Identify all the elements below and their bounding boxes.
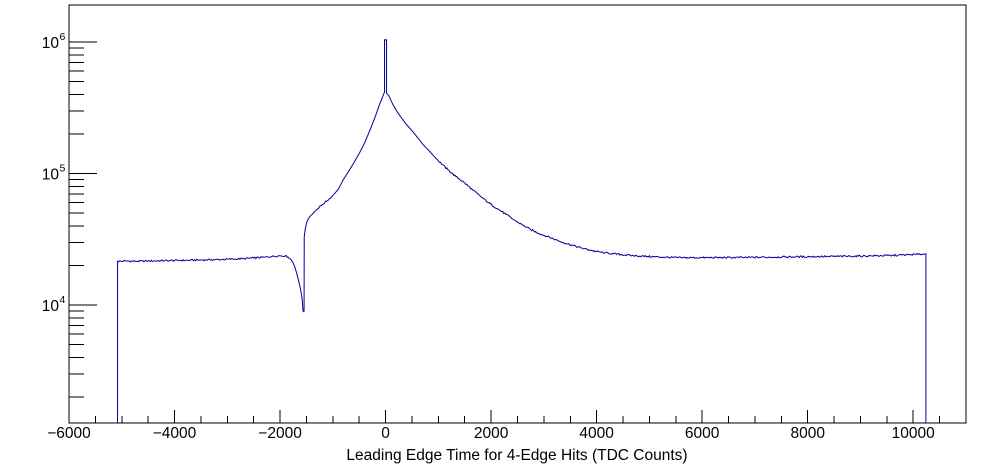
histogram-curve	[117, 39, 927, 423]
x-axis-tick-label: 8000	[790, 425, 825, 442]
y-axis-tick-label: 10	[42, 167, 60, 184]
x-axis-tick-label: 2000	[474, 425, 509, 442]
plot-frame	[68, 4, 967, 424]
y-axis-tick-label: 10	[42, 298, 60, 315]
y-axis-tick-label: 10	[42, 35, 60, 52]
x-axis-tick-label: 10000	[892, 425, 935, 442]
histogram-line	[117, 39, 927, 423]
axis-ticks	[68, 41, 967, 423]
x-axis-tick-label: 4000	[579, 425, 614, 442]
y-axis-tick-label-exponent: 4	[60, 294, 66, 306]
y-axis-tick-label-exponent: 6	[60, 31, 66, 43]
y-axis-tick-label-exponent: 5	[60, 163, 66, 175]
x-axis-tick-label: −6000	[47, 425, 91, 442]
plot-frame-border	[68, 4, 967, 424]
x-axis-title: Leading Edge Time for 4-Edge Hits (TDC C…	[346, 447, 687, 464]
x-axis-tick-label: 0	[381, 425, 390, 442]
x-axis-tick-label: −4000	[153, 425, 197, 442]
x-axis-tick-label: 6000	[685, 425, 720, 442]
x-axis-tick-label: −2000	[258, 425, 302, 442]
